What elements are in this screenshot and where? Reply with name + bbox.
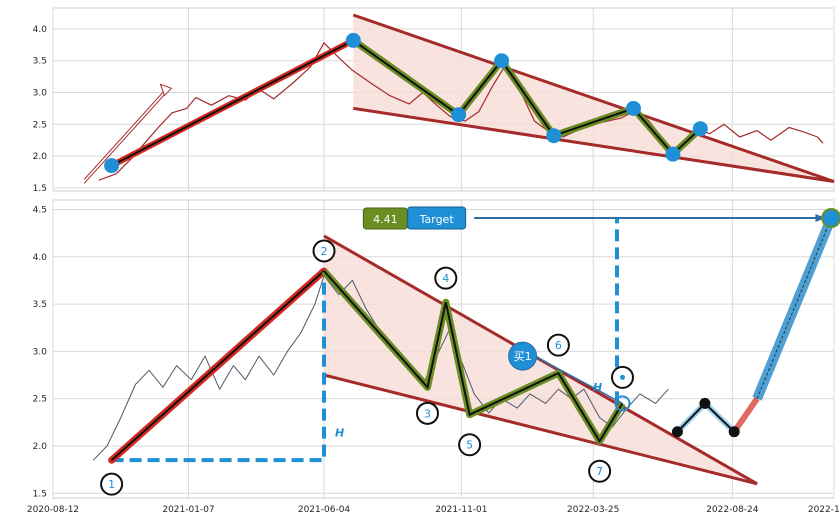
bottom-lower-boundary xyxy=(323,373,758,486)
top-pivot-marker xyxy=(625,100,641,116)
buy-point-dot xyxy=(619,374,625,380)
pattern-point-label: 5 xyxy=(466,439,473,452)
top-arrow-line xyxy=(83,86,168,180)
top-lower-boundary xyxy=(353,106,835,183)
top-y-tick: 3.0 xyxy=(33,89,48,99)
bottom-y-tick: 3.0 xyxy=(33,347,48,357)
top-pivot-marker xyxy=(546,128,562,144)
top-pivot-marker xyxy=(345,32,361,48)
x-tick-label: 2021-06-04 xyxy=(298,505,351,515)
x-tick-label: 2021-01-07 xyxy=(162,505,214,515)
x-tick-label: 2022-03-25 xyxy=(567,505,619,515)
buy-badge xyxy=(508,341,538,371)
pattern-point-label: 4 xyxy=(442,272,449,285)
forecast-marker xyxy=(728,426,740,438)
value-box-label: 4.41 xyxy=(373,213,398,226)
bottom-y-tick: 1.5 xyxy=(33,489,47,499)
forecast-marker xyxy=(671,426,683,438)
pattern-point-circle xyxy=(100,472,124,496)
top-trend-up-core xyxy=(111,39,354,167)
top-pivot-marker xyxy=(692,121,708,137)
bottom-impulse-core xyxy=(110,270,325,461)
h-label-left: H xyxy=(335,427,344,440)
target-arrowhead xyxy=(815,213,826,222)
x-tick-label: 2022-08-24 xyxy=(706,505,759,515)
top-y-tick: 1.5 xyxy=(33,184,47,194)
top-upper-boundary xyxy=(352,13,835,183)
pattern-point-circle xyxy=(458,433,482,457)
pattern-point-label: 1 xyxy=(108,478,115,491)
pattern-point-circle xyxy=(415,401,439,425)
target-move-start xyxy=(731,396,760,434)
pattern-point-label: 7 xyxy=(596,465,603,478)
bottom-y-tick: 3.5 xyxy=(33,300,47,310)
forecast-marker xyxy=(699,397,711,409)
top-pivot-marker xyxy=(665,146,681,162)
top-pivot-marker xyxy=(451,107,467,123)
pattern-point-circle xyxy=(588,459,612,483)
target-box-label: Target xyxy=(419,213,455,226)
top-pivot-marker xyxy=(104,158,120,174)
x-tick-label: 2020-08-12 xyxy=(27,505,79,515)
h-label-right: H xyxy=(593,381,602,394)
bottom-y-tick: 2.5 xyxy=(33,395,47,405)
top-y-tick: 2.5 xyxy=(33,120,47,130)
x-tick-label: 2021-11-01 xyxy=(435,505,487,515)
top-arrow-line xyxy=(83,90,168,184)
target-box xyxy=(407,206,467,230)
top-y-tick: 4.0 xyxy=(33,25,48,35)
target-move-dash xyxy=(756,217,832,399)
top-y-tick: 3.5 xyxy=(33,57,47,67)
top-y-tick: 2.0 xyxy=(33,152,48,162)
pattern-point-label: 2 xyxy=(321,245,328,258)
bottom-y-tick: 4.5 xyxy=(33,205,47,215)
buy-marker xyxy=(614,395,631,412)
bottom-y-tick: 4.0 xyxy=(33,253,48,263)
pattern-point-label: 3 xyxy=(424,407,431,420)
bottom-zigzag-core xyxy=(323,270,624,444)
top-arrow-head xyxy=(159,83,173,97)
pattern-point-circle xyxy=(312,239,336,263)
pattern-point-circle xyxy=(546,333,570,357)
top-pivot-marker xyxy=(494,53,510,69)
target-point-marker xyxy=(821,207,840,228)
x-tick-label: 2022-12-13 xyxy=(808,505,840,515)
buy-pointer-line xyxy=(534,355,623,405)
pattern-point-label: 6 xyxy=(555,339,562,352)
pattern-point-circle xyxy=(434,266,458,290)
bottom-y-tick: 2.0 xyxy=(33,442,48,452)
buy-badge-label: 买1 xyxy=(514,350,532,363)
